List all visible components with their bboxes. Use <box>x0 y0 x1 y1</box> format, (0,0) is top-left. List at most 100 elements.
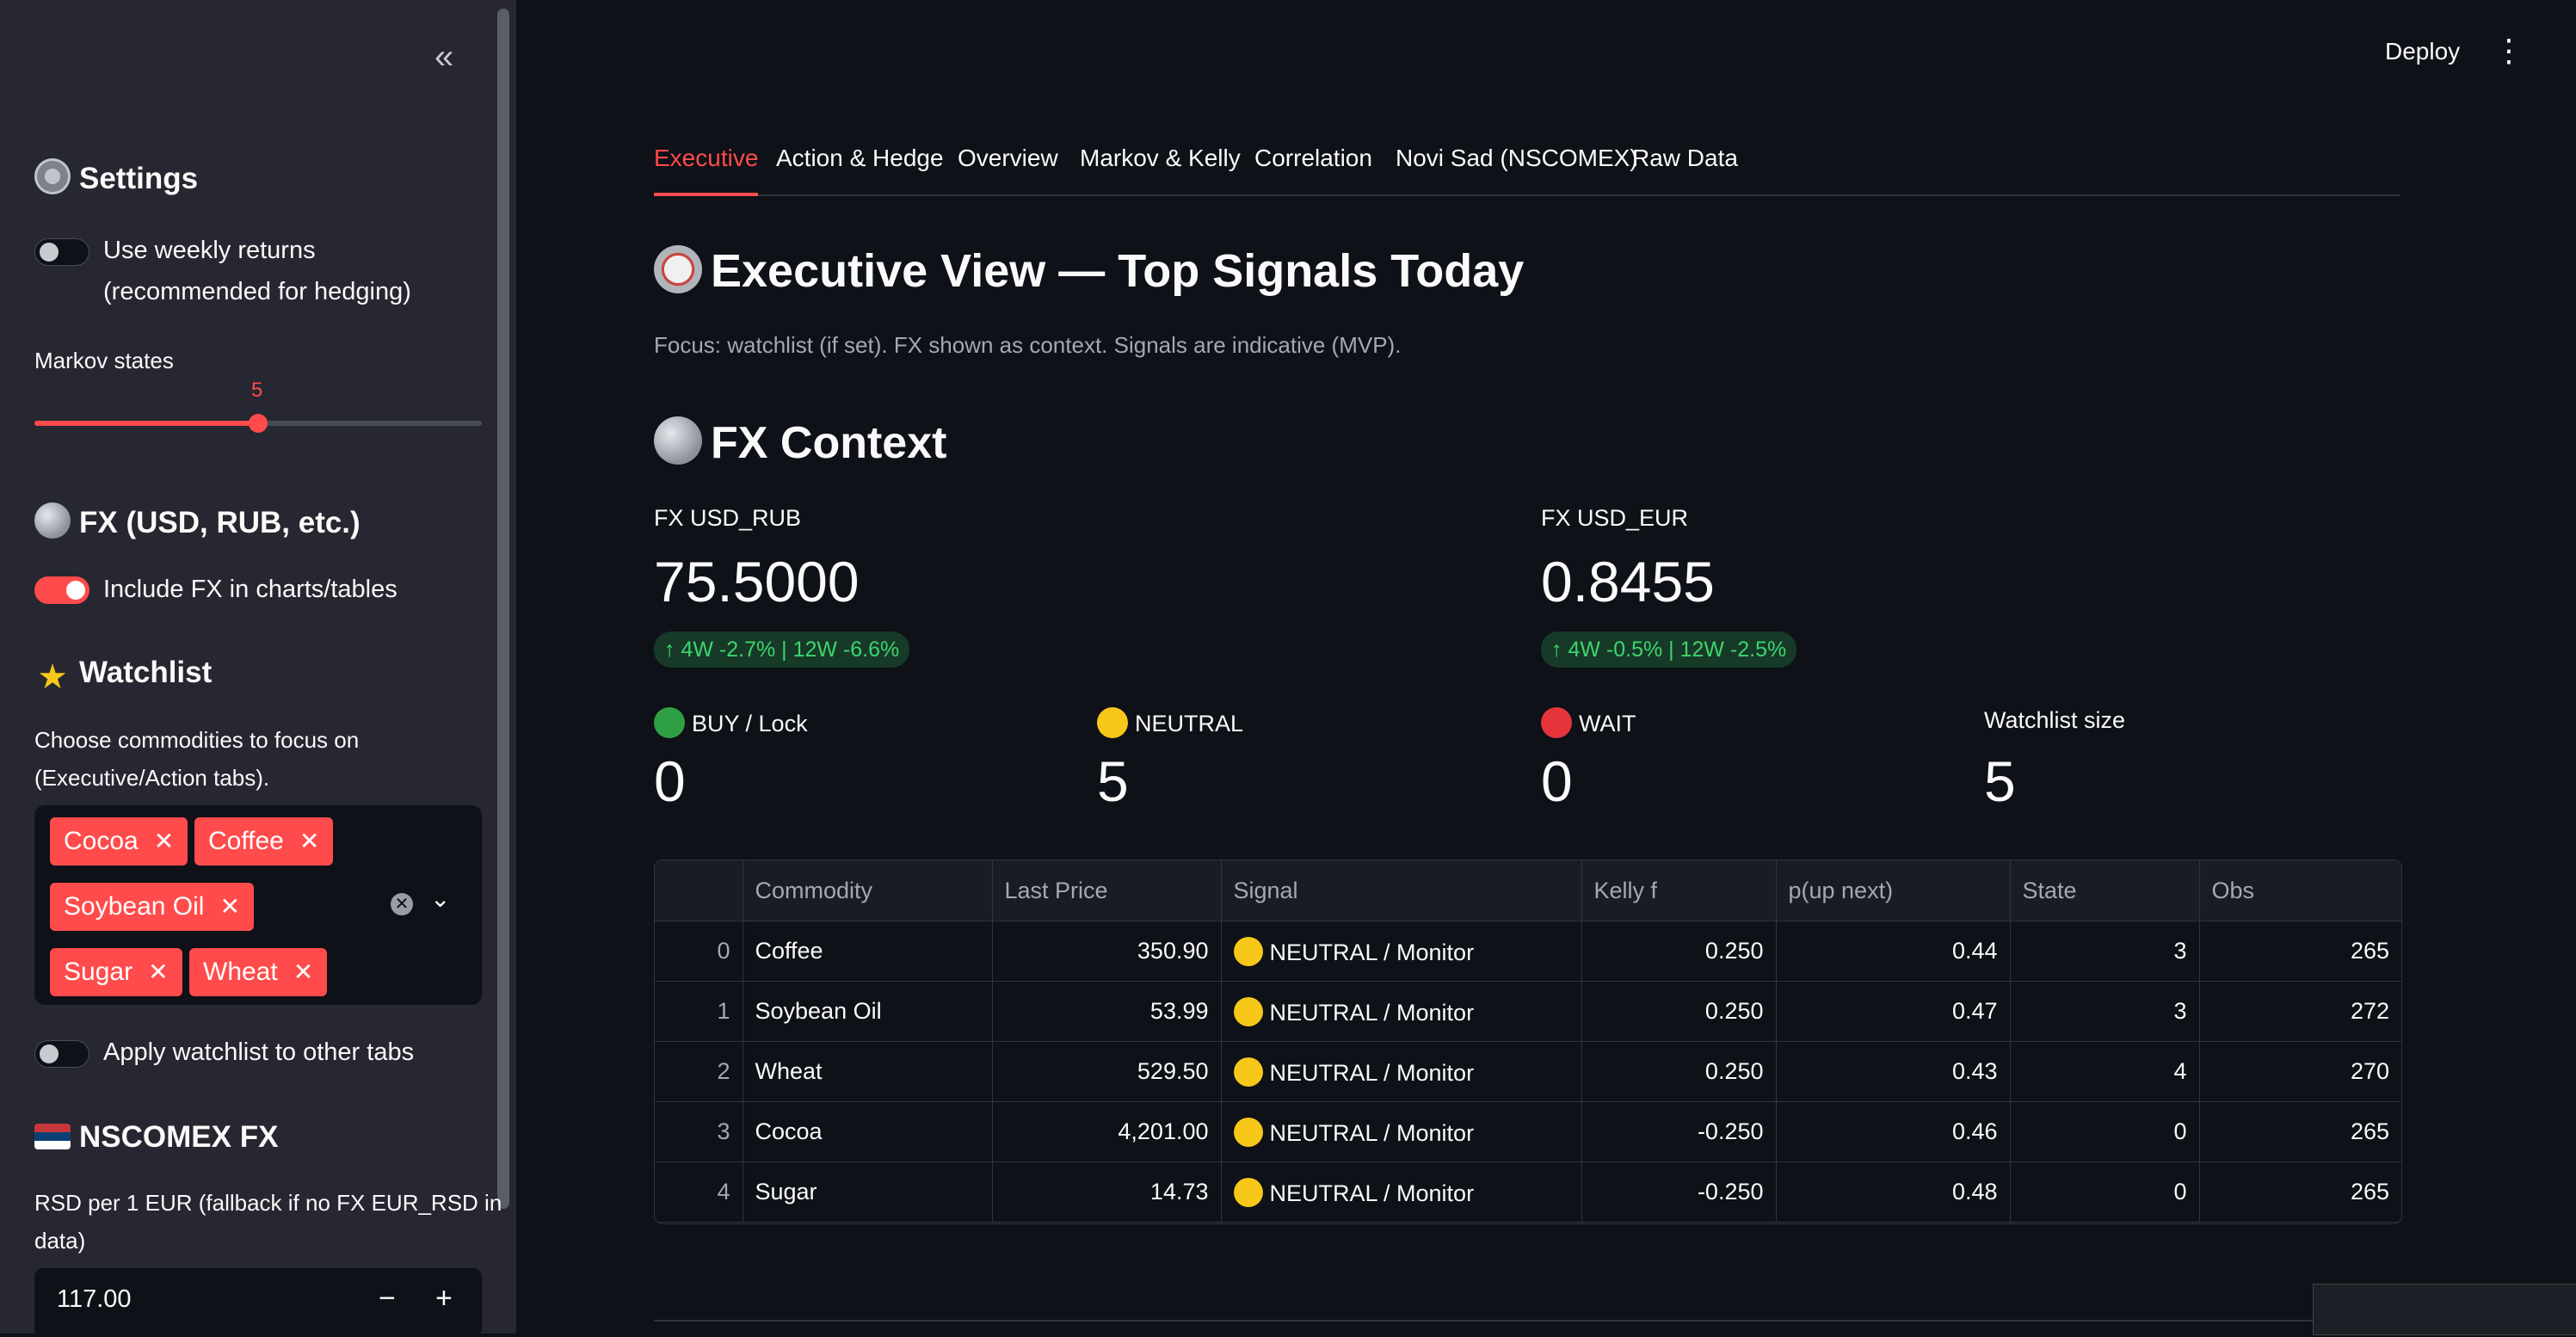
column-header-index[interactable] <box>655 860 743 921</box>
slider-thumb[interactable] <box>249 414 268 433</box>
deploy-button[interactable]: Deploy <box>2385 38 2461 65</box>
cell-state[interactable]: 0 <box>2010 1101 2200 1162</box>
cell-state[interactable]: 0 <box>2010 1161 2200 1223</box>
watchlist-multiselect[interactable]: Cocoa ✕ Coffee ✕ Soybean Oil ✕ Sugar ✕ Wheat… <box>34 805 482 1005</box>
remove-chip-icon[interactable]: ✕ <box>299 828 320 854</box>
fx-heading: FX (USD, RUB, etc.) <box>34 502 361 540</box>
cell-kelly[interactable]: -0.250 <box>1581 1161 1777 1223</box>
remove-chip-icon[interactable]: ✕ <box>153 828 175 854</box>
column-header-signal[interactable]: Signal <box>1221 860 1582 921</box>
table-row[interactable]: 4 Sugar 14.73 NEUTRAL / Monitor -0.250 0… <box>655 1161 2401 1223</box>
cell-obs[interactable]: 265 <box>2199 1161 2401 1223</box>
table-row[interactable]: 2 Wheat 529.50 NEUTRAL / Monitor 0.250 0… <box>655 1041 2401 1102</box>
table-row[interactable]: 0 Coffee 350.90 NEUTRAL / Monitor 0.250 … <box>655 921 2401 982</box>
chip-coffee[interactable]: Coffee ✕ <box>194 817 334 866</box>
cell-commodity[interactable]: Sugar <box>743 1161 993 1223</box>
cell-p-up[interactable]: 0.48 <box>1776 1161 2011 1223</box>
cell-state[interactable]: 4 <box>2010 1041 2200 1102</box>
weekly-returns-toggle[interactable] <box>34 238 89 266</box>
cell-kelly[interactable]: 0.250 <box>1581 1041 1777 1102</box>
signals-table[interactable]: Commodity Last Price Signal Kelly f p(up… <box>654 860 2402 1224</box>
buy-lock-label: BUY / Lock <box>654 707 808 738</box>
cell-state[interactable]: 3 <box>2010 981 2200 1042</box>
chip-soybean-oil[interactable]: Soybean Oil ✕ <box>50 883 254 931</box>
rsd-value[interactable]: 117.00 <box>57 1285 132 1313</box>
fx-metric-delta: ↑ 4W -2.7% | 12W -6.6% <box>654 632 910 668</box>
column-header-p-up[interactable]: p(up next) <box>1776 860 2011 921</box>
fx-metric-delta: ↑ 4W -0.5% | 12W -2.5% <box>1541 632 1797 668</box>
page-title: Executive View — Top Signals Today <box>654 244 1524 298</box>
cell-last-price[interactable]: 53.99 <box>992 981 1222 1042</box>
yellow-circle-icon <box>1097 707 1128 738</box>
cell-commodity[interactable]: Coffee <box>743 921 993 982</box>
rsd-number-input[interactable]: 117.00 − + <box>34 1268 482 1337</box>
main-menu-icon[interactable]: ⋮ <box>2493 33 2524 68</box>
tab-markov-kelly[interactable]: Markov & Kelly <box>1080 145 1241 171</box>
cell-signal[interactable]: NEUTRAL / Monitor <box>1221 1101 1582 1162</box>
include-fx-label: Include FX in charts/tables <box>103 576 397 603</box>
cell-obs[interactable]: 265 <box>2199 921 2401 982</box>
cell-signal[interactable]: NEUTRAL / Monitor <box>1221 1041 1582 1102</box>
tab-action-hedge[interactable]: Action & Hedge <box>776 145 944 171</box>
tab-correlation[interactable]: Correlation <box>1254 145 1372 171</box>
chip-wheat[interactable]: Wheat ✕ <box>189 948 328 996</box>
markov-states-slider[interactable] <box>34 414 482 433</box>
watchlist-heading: ★ Watchlist <box>34 656 212 695</box>
column-header-state[interactable]: State <box>2010 860 2200 921</box>
increment-button[interactable]: + <box>435 1282 453 1315</box>
cell-p-up[interactable]: 0.43 <box>1776 1041 2011 1102</box>
decrement-button[interactable]: − <box>379 1282 396 1315</box>
tab-executive[interactable]: Executive <box>654 141 759 196</box>
remove-chip-icon[interactable]: ✕ <box>219 893 240 920</box>
cell-signal[interactable]: NEUTRAL / Monitor <box>1221 921 1582 982</box>
apply-watchlist-toggle[interactable] <box>34 1040 89 1068</box>
column-header-last-price[interactable]: Last Price <box>992 860 1222 921</box>
tab-raw-data[interactable]: Raw Data <box>1632 145 1738 171</box>
cell-obs[interactable]: 265 <box>2199 1101 2401 1162</box>
cell-p-up[interactable]: 0.44 <box>1776 921 2011 982</box>
column-header-obs[interactable]: Obs <box>2199 860 2401 921</box>
remove-chip-icon[interactable]: ✕ <box>148 958 169 985</box>
cell-commodity[interactable]: Cocoa <box>743 1101 993 1162</box>
screenshot-thumbnail[interactable] <box>2313 1284 2576 1335</box>
remove-chip-icon[interactable]: ✕ <box>293 958 314 985</box>
cell-p-up[interactable]: 0.46 <box>1776 1101 2011 1162</box>
tab-overview[interactable]: Overview <box>958 145 1058 171</box>
fx-metric-value: 75.5000 <box>654 550 860 613</box>
include-fx-toggle[interactable] <box>34 576 89 604</box>
chip-sugar[interactable]: Sugar ✕ <box>50 948 182 996</box>
cell-last-price[interactable]: 529.50 <box>992 1041 1222 1102</box>
rsd-label: RSD per 1 EUR (fallback if no FX EUR_RSD… <box>34 1190 502 1216</box>
serbia-flag-icon <box>34 1124 71 1149</box>
cell-signal[interactable]: NEUTRAL / Monitor <box>1221 981 1582 1042</box>
tab-novi-sad[interactable]: Novi Sad (NSCOMEX) <box>1396 145 1638 171</box>
cell-kelly[interactable]: -0.250 <box>1581 1101 1777 1162</box>
section-divider <box>654 1320 2400 1322</box>
column-header-commodity[interactable]: Commodity <box>743 860 993 921</box>
cell-kelly[interactable]: 0.250 <box>1581 981 1777 1042</box>
chevron-down-icon[interactable]: ⌄ <box>430 885 451 912</box>
table-row[interactable]: 1 Soybean Oil 53.99 NEUTRAL / Monitor 0.… <box>655 981 2401 1042</box>
chip-cocoa[interactable]: Cocoa ✕ <box>50 817 188 866</box>
cell-state[interactable]: 3 <box>2010 921 2200 982</box>
cell-last-price[interactable]: 4,201.00 <box>992 1101 1222 1162</box>
cell-commodity[interactable]: Wheat <box>743 1041 993 1102</box>
cell-signal[interactable]: NEUTRAL / Monitor <box>1221 1161 1582 1223</box>
cell-p-up[interactable]: 0.47 <box>1776 981 2011 1042</box>
column-header-kelly[interactable]: Kelly f <box>1581 860 1777 921</box>
cell-obs[interactable]: 270 <box>2199 1041 2401 1102</box>
red-circle-icon <box>1541 707 1572 738</box>
cell-last-price[interactable]: 350.90 <box>992 921 1222 982</box>
cell-kelly[interactable]: 0.250 <box>1581 921 1777 982</box>
neutral-label: NEUTRAL <box>1097 707 1243 738</box>
cell-obs[interactable]: 272 <box>2199 981 2401 1042</box>
tab-bar: Executive Action & Hedge Overview Markov… <box>654 141 2400 196</box>
cell-last-price[interactable]: 14.73 <box>992 1161 1222 1223</box>
table-row[interactable]: 3 Cocoa 4,201.00 NEUTRAL / Monitor -0.25… <box>655 1101 2401 1162</box>
sidebar-scrollbar[interactable] <box>497 9 509 1209</box>
row-index: 3 <box>655 1101 743 1162</box>
clear-all-icon[interactable]: ✕ <box>391 893 413 915</box>
collapse-sidebar-icon[interactable]: « <box>434 38 453 76</box>
yellow-circle-icon <box>1233 1177 1263 1207</box>
cell-commodity[interactable]: Soybean Oil <box>743 981 993 1042</box>
